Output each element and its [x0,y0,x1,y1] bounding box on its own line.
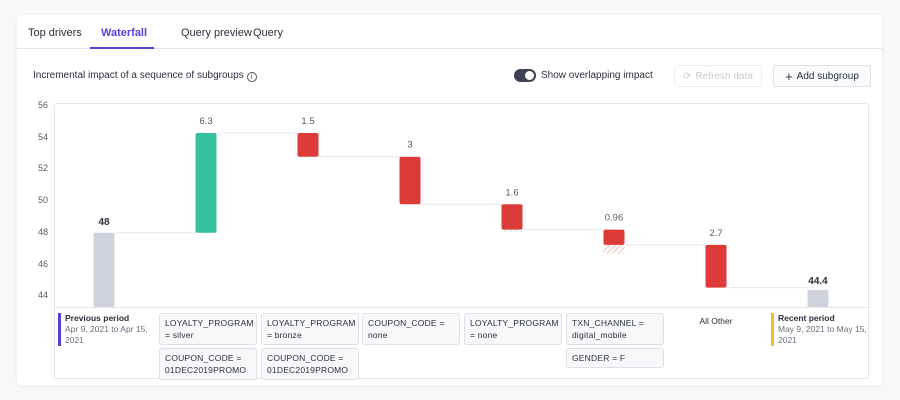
previous-period-title: Previous period [65,313,130,323]
subgroup-column-4: LOYALTY_PROGRAM = none [464,313,562,348]
subgroup-column-5: TXN_CHANNEL = digital_mobile GENDER = F [566,313,664,371]
y-tick-label: 52 [38,163,49,174]
refresh-label: Refresh data [695,70,753,82]
subgroup-chip[interactable]: COUPON_CODE = 01DEC2019PROMO [159,348,257,380]
previous-period-label: Previous period Apr 9, 2021 to Apr 15, 20… [58,313,156,346]
subgroup-column-2: LOYALTY_PROGRAM = bronze COUPON_CODE = 0… [261,313,359,383]
tab-waterfall[interactable]: Waterfall [101,27,148,39]
subgroup-column-3: COUPON_CODE = none [362,313,460,348]
subgroup-chip[interactable]: LOYALTY_PROGRAM = silver [159,313,257,345]
y-tick-label: 44 [38,290,49,301]
subgroup-column-1: LOYALTY_PROGRAM = silver COUPON_CODE = 0… [159,313,257,383]
refresh-icon: ⟳ [683,70,692,82]
active-tab-indicator [90,47,154,49]
subtitle-text: Incremental impact of a sequence of subg… [33,70,244,81]
recent-period-column: Recent period May 9, 2021 to May 15, 2021 [771,313,869,346]
y-tick-label: 54 [38,131,49,142]
subgroup-chip[interactable]: GENDER = F [566,348,664,368]
recent-period-label: Recent period May 9, 2021 to May 15, 2021 [771,313,869,346]
recent-period-dates: May 9, 2021 to May 15, 2021 [778,324,867,345]
subgroup-chip[interactable]: LOYALTY_PROGRAM = none [464,313,562,345]
tab-query-preview[interactable]: Query preview [181,27,252,39]
subgroup-chip[interactable]: TXN_CHANNEL = digital_mobile [566,313,664,345]
y-tick-label: 46 [38,258,49,269]
subgroup-chip[interactable]: LOYALTY_PROGRAM = bronze [261,313,359,345]
tab-top-drivers[interactable]: Top drivers [28,27,82,39]
previous-period-dates: Apr 9, 2021 to Apr 15, 2021 [65,324,148,345]
subgroup-chip[interactable]: COUPON_CODE = none [362,313,460,345]
tab-bar: Top drivers Waterfall Query preview Quer… [17,15,882,49]
chart-subtitle: Incremental impact of a sequence of subg… [33,70,257,82]
all-other-label: All Other [699,316,733,326]
chart-area [54,103,869,308]
add-subgroup-label: Add subgroup [796,70,859,82]
y-tick-label: 56 [38,100,49,110]
subgroup-labels-area [54,307,869,379]
recent-period-title: Recent period [778,313,835,323]
refresh-data-button[interactable]: ⟳ Refresh data [674,65,762,87]
y-tick-label: 50 [38,195,49,206]
subgroup-chip[interactable]: COUPON_CODE = 01DEC2019PROMO [261,348,359,380]
info-icon[interactable]: i [246,72,257,82]
y-tick-label: 48 [38,226,49,237]
all-other-column: All Other [667,313,765,326]
overlap-toggle[interactable] [514,69,536,82]
plus-icon: + [785,68,793,84]
tab-query[interactable]: Query [253,27,283,39]
add-subgroup-button[interactable]: + Add subgroup [773,65,871,87]
overlap-toggle-label: Show overlapping impact [541,70,653,81]
previous-period-column: Previous period Apr 9, 2021 to Apr 15, 20… [58,313,156,346]
